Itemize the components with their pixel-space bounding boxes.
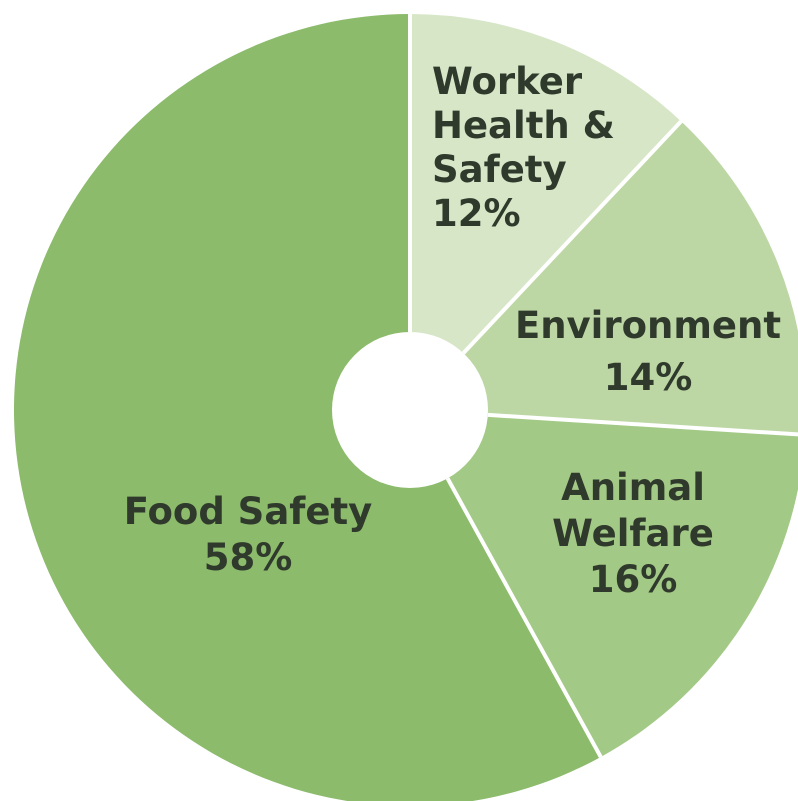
donut-hole bbox=[332, 332, 488, 488]
slice-name-line: Welfare bbox=[552, 512, 714, 555]
slice-name-line: Safety bbox=[432, 148, 567, 191]
slice-separators bbox=[408, 14, 798, 758]
slice-value-text: 12% bbox=[432, 192, 521, 235]
slice-label-environment: Environment 14% bbox=[515, 304, 781, 399]
slice-name-line: Animal bbox=[561, 466, 705, 509]
slice-label-food-safety: Food Safety 58% bbox=[124, 490, 373, 579]
slice-value-text: 58% bbox=[204, 536, 293, 579]
slice-name-line: Worker bbox=[432, 60, 583, 103]
slice-separator bbox=[487, 412, 798, 437]
slice-separator bbox=[445, 477, 603, 758]
slice-value-text: 14% bbox=[604, 356, 693, 399]
slice-separator bbox=[461, 119, 683, 355]
pie-slice-food-safety bbox=[14, 14, 601, 801]
slice-name-line: Environment bbox=[515, 304, 781, 347]
slice-labels: Worker Health & Safety 12% Environment 14% Ani… bbox=[124, 60, 781, 601]
slice-name-line: Food Safety bbox=[124, 490, 373, 533]
slice-value-text: 16% bbox=[589, 558, 678, 601]
pie-slice-environment bbox=[410, 121, 798, 435]
pie-slice-animal-welfare bbox=[410, 410, 798, 758]
slice-label-animal-welfare: Animal Welfare 16% bbox=[552, 466, 714, 601]
pie-slice-worker-health-safety bbox=[410, 14, 682, 410]
slice-name-line: Health & bbox=[432, 104, 615, 147]
slice-label-worker-health-safety: Worker Health & Safety 12% bbox=[432, 60, 615, 235]
slices bbox=[14, 14, 798, 801]
